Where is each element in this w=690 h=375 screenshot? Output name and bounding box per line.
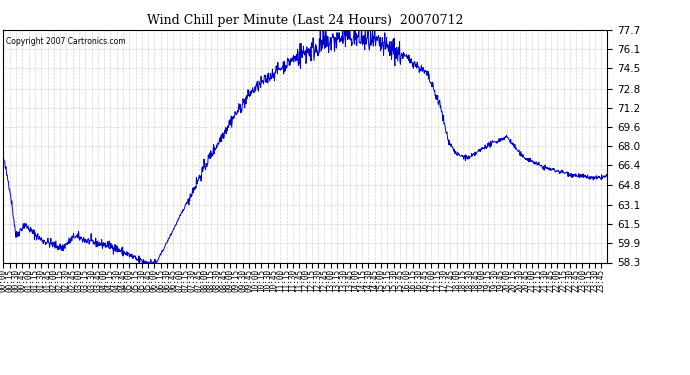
Text: Copyright 2007 Cartronics.com: Copyright 2007 Cartronics.com bbox=[6, 37, 126, 46]
Title: Wind Chill per Minute (Last 24 Hours)  20070712: Wind Chill per Minute (Last 24 Hours) 20… bbox=[147, 15, 464, 27]
